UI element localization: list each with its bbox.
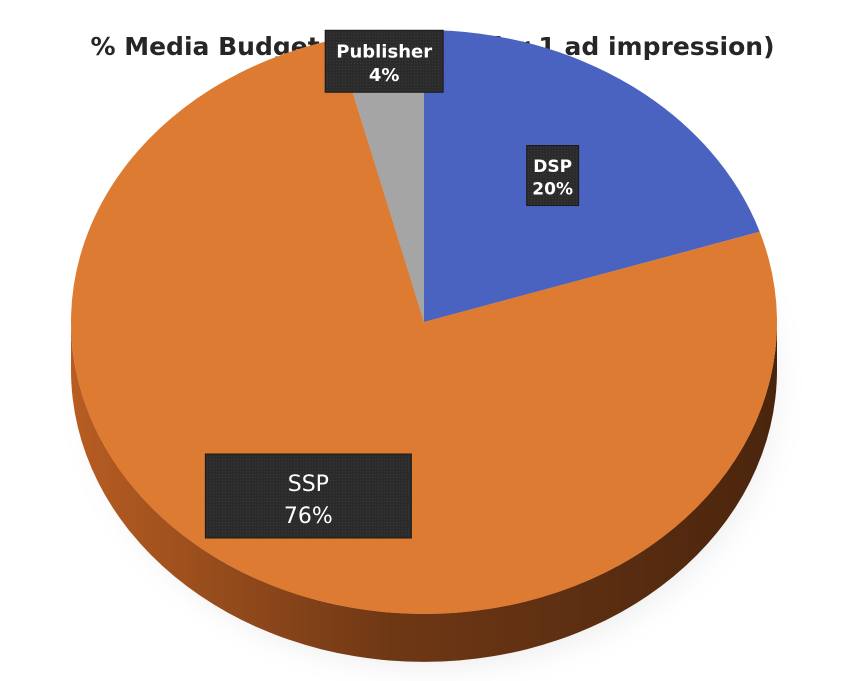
pie-slices — [70, 30, 777, 615]
data-label-box — [324, 29, 444, 93]
data-label-box — [526, 145, 580, 207]
data-label-dsp: DSP 20% — [526, 145, 580, 207]
data-label-box — [204, 453, 412, 539]
data-label-ssp: SSP 76% — [204, 453, 412, 539]
pie-side-wall — [71, 322, 777, 662]
data-label-value: 4% — [369, 65, 400, 86]
pie-slice-publisher — [336, 30, 424, 322]
data-label-category: SSP — [288, 472, 329, 497]
data-label-value: 76% — [284, 504, 333, 529]
data-label-value: 20% — [532, 180, 573, 200]
data-label-category: Publisher — [336, 42, 432, 63]
data-label-category: DSP — [533, 157, 572, 177]
pie-slice-dsp — [424, 30, 760, 322]
pie-side-wall-ssp — [71, 322, 777, 662]
